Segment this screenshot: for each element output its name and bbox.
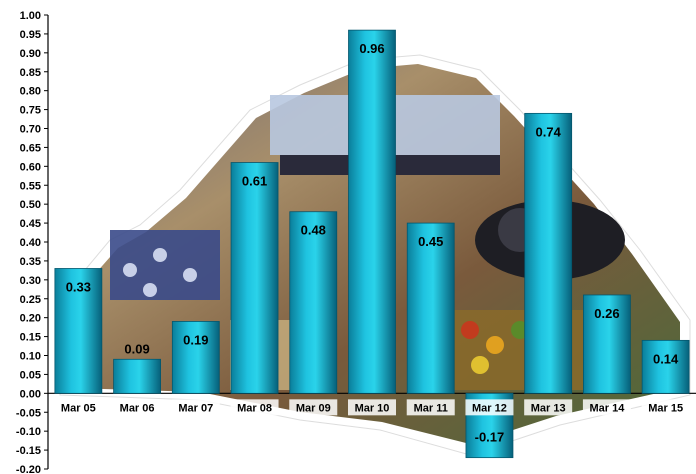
data-label: 0.61	[242, 174, 267, 189]
x-tick-label: Mar 05	[61, 402, 96, 414]
y-tick-label: 0.60	[20, 161, 41, 173]
bar	[406, 222, 455, 394]
y-tick-label: 0.85	[20, 67, 41, 79]
data-label: 0.19	[183, 332, 208, 347]
y-tick-label: 0.35	[20, 256, 41, 268]
y-tick-label: 0.05	[20, 369, 41, 381]
x-tick-label: Mar 12	[472, 402, 507, 414]
bar	[524, 112, 573, 394]
x-label-backdrop	[348, 399, 396, 416]
y-tick-label: 0.80	[20, 86, 41, 98]
data-label: 0.09	[124, 341, 149, 356]
data-label: 0.74	[536, 124, 562, 139]
y-tick-label: 0.10	[20, 351, 41, 363]
x-label-backdrop	[641, 399, 690, 416]
y-tick-label: 0.75	[20, 105, 41, 117]
x-label-backdrop	[582, 399, 631, 416]
x-label-backdrop	[171, 399, 220, 416]
data-label: 0.96	[359, 41, 384, 56]
y-tick-label: 0.95	[20, 29, 41, 41]
x-tick-label: Mar 14	[589, 402, 625, 414]
y-tick-label: -0.10	[16, 426, 41, 438]
data-label: 0.14	[653, 351, 679, 366]
x-label-backdrop	[289, 399, 338, 416]
y-tick-label: 0.50	[20, 199, 41, 211]
data-label: 0.26	[594, 306, 619, 321]
bar	[230, 162, 279, 394]
data-label: -0.17	[475, 430, 505, 445]
x-label-backdrop	[113, 399, 162, 416]
bar	[171, 321, 220, 394]
y-tick-label: 0.30	[20, 275, 41, 287]
bar	[641, 339, 690, 394]
y-tick-label: 0.70	[20, 124, 41, 136]
x-tick-label: Mar 06	[120, 402, 155, 414]
x-tick-label: Mar 13	[531, 402, 566, 414]
data-label: 0.33	[66, 279, 91, 294]
x-tick-label: Mar 08	[237, 402, 272, 414]
y-tick-label: -0.15	[16, 445, 41, 457]
y-tick-label: -0.20	[16, 464, 41, 474]
bar	[113, 358, 161, 394]
y-tick-label: 1.00	[20, 10, 41, 22]
x-label-backdrop	[524, 399, 573, 416]
y-axis-ticks: 1.00 0.95 0.90 0.85 0.80 0.75 0.70 0.65 0.60 0.55…	[16, 10, 48, 474]
y-tick-label: 0.65	[20, 142, 41, 154]
bar	[583, 294, 631, 394]
y-tick-label: 0.55	[20, 180, 41, 192]
data-labels: 0.33 0.09 0.19 0.61 0.48 0.96 0.45 -0.17 0.74 0.2…	[66, 41, 679, 445]
x-tick-label: Mar 15	[648, 402, 683, 414]
x-tick-label: Mar 07	[178, 402, 213, 414]
y-tick-label: 0.20	[20, 313, 41, 325]
bar	[289, 211, 338, 394]
y-tick-label: 0.90	[20, 48, 41, 60]
data-label: 0.45	[418, 234, 443, 249]
bar	[54, 268, 103, 394]
x-tick-label: Mar 09	[296, 402, 331, 414]
y-tick-label: 0.40	[20, 237, 41, 249]
y-tick-label: 0.15	[20, 332, 41, 344]
y-tick-label: 0.00	[20, 388, 41, 400]
y-tick-label: -0.05	[16, 407, 41, 419]
data-label: 0.48	[301, 223, 326, 238]
x-label-backdrop	[230, 399, 279, 416]
x-tick-label: Mar 10	[355, 402, 390, 414]
x-label-backdrop	[465, 399, 514, 416]
bar	[348, 29, 396, 394]
x-axis-labels: Mar 05 Mar 06 Mar 07 Mar 08 Mar 09 Mar 10 Mar …	[54, 399, 690, 416]
y-tick-label: 0.45	[20, 218, 41, 230]
x-label-backdrop	[54, 399, 103, 416]
x-tick-label: Mar 11	[414, 402, 448, 414]
y-tick-label: 0.25	[20, 294, 41, 306]
x-label-backdrop	[406, 399, 455, 416]
